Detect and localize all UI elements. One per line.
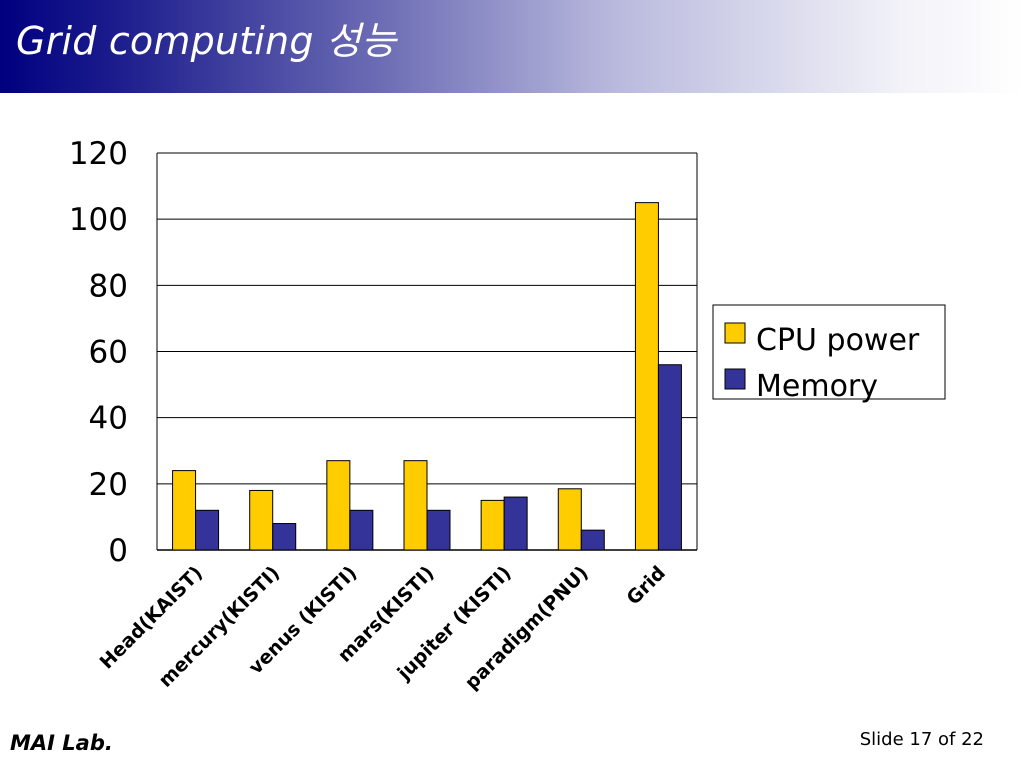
chart-legend: CPU power Memory: [712, 304, 946, 404]
y-tick-label: 60: [89, 335, 128, 371]
bar-cpu-power: [326, 460, 351, 551]
y-tick-label: 0: [108, 533, 128, 569]
y-tick-label: 100: [69, 202, 128, 238]
bar-cpu-power: [634, 202, 659, 551]
bar-memory: [426, 509, 451, 551]
chart-gridlines: [157, 152, 697, 485]
y-tick-label: 20: [89, 467, 128, 503]
x-axis-category-labels: Head(KAIST)mercury(KISTI)venus (KISTI)ma…: [96, 562, 670, 694]
footer-lab-name: MAI Lab.: [10, 731, 113, 755]
bar-memory: [503, 496, 528, 551]
bar-cpu-power: [403, 460, 428, 551]
y-axis-tick-labels: 0 20 40 60 80 100 120: [69, 136, 128, 569]
slide-number: Slide 17 of 22: [859, 729, 984, 750]
bar-memory: [272, 523, 297, 551]
legend-label-memory: Memory: [756, 369, 878, 404]
legend-swatch-cpu-power: [724, 322, 746, 344]
bar-memory: [657, 364, 682, 551]
bar-memory: [195, 509, 220, 551]
title-bar: Grid computing 성능: [0, 0, 1024, 93]
slide-title: Grid computing 성능: [16, 19, 397, 63]
legend-label-cpu-power: CPU power: [756, 323, 920, 358]
bar-cpu-power: [557, 488, 582, 551]
bar-memory: [580, 529, 605, 551]
bar-cpu-power: [480, 499, 505, 551]
y-tick-label: 80: [89, 268, 128, 304]
legend-swatch-memory: [724, 368, 746, 390]
y-tick-label: 120: [69, 136, 128, 172]
chart-bars: [172, 202, 682, 551]
bar-memory: [349, 509, 374, 551]
y-tick-label: 40: [89, 401, 128, 437]
bar-cpu-power: [172, 470, 197, 551]
x-category-label: Grid: [623, 562, 670, 609]
legend-box: [712, 304, 946, 400]
bar-cpu-power: [249, 489, 274, 551]
